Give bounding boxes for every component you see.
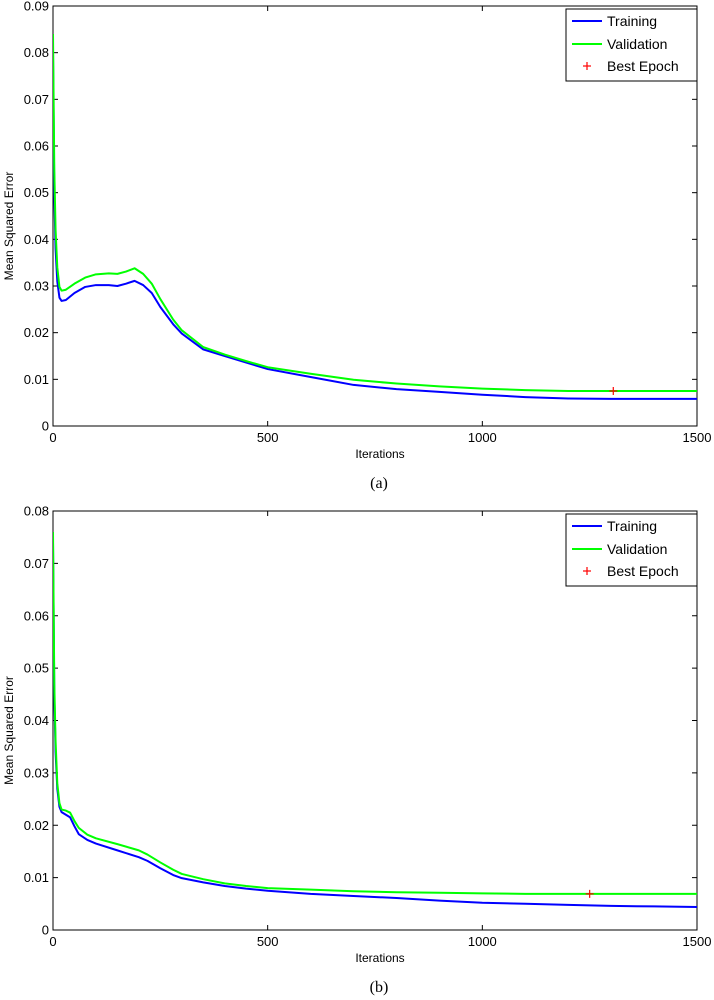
y-tick-label: 0 <box>42 419 49 434</box>
y-tick-label: 0.02 <box>24 818 49 833</box>
y-tick-label: 0.05 <box>24 185 49 200</box>
panel-caption: (a) <box>370 475 388 492</box>
y-axis-label: Mean Squared Error <box>2 676 16 785</box>
chart-panel-a: 0 0.01 0.02 0.03 0.04 0.05 0.06 0.07 0.08 0.09 0 50… <box>2 0 711 492</box>
legend-label-validation: Validation <box>607 36 667 52</box>
y-tick-label: 0.01 <box>24 372 49 387</box>
legend-swatch-best-epoch <box>583 62 591 70</box>
series-line-training <box>53 542 697 908</box>
best-epoch-marker <box>585 889 594 898</box>
legend: Training Validation Best Epoch <box>565 513 698 587</box>
legend-label-training: Training <box>607 518 657 534</box>
y-tick-label: 0.02 <box>24 325 49 340</box>
y-tick-label: 0.03 <box>24 279 49 294</box>
x-tick-label: 1500 <box>683 934 712 949</box>
y-tick-label: 0.03 <box>24 765 49 780</box>
y-tick-label: 0.08 <box>24 504 49 519</box>
y-tick-label: 0.08 <box>24 45 49 60</box>
y-tick-label: 0.06 <box>24 139 49 154</box>
series-line-validation <box>53 33 697 392</box>
x-tick-label: 500 <box>257 934 279 949</box>
x-axis-label: Iterations <box>355 951 404 965</box>
legend-label-best-epoch: Best Epoch <box>607 563 679 579</box>
x-axis-label: Iterations <box>355 447 404 461</box>
y-tick-label: 0.07 <box>24 556 49 571</box>
y-tick-label: 0.07 <box>24 92 49 107</box>
y-tick-label: 0.09 <box>24 0 49 14</box>
series-line-training <box>53 52 697 400</box>
x-tick-label: 0 <box>49 430 56 445</box>
x-tick-label: 1000 <box>468 430 497 445</box>
y-tick-label: 0.04 <box>24 232 49 247</box>
legend-label-validation: Validation <box>607 541 667 557</box>
panel-caption: (b) <box>370 979 389 996</box>
y-tick-label: 0 <box>42 923 49 938</box>
y-tick-label: 0.01 <box>24 870 49 885</box>
x-tick-label: 1000 <box>468 934 497 949</box>
x-tick-label: 0 <box>49 934 56 949</box>
y-tick-label: 0.04 <box>24 713 49 728</box>
x-tick-label: 500 <box>257 430 279 445</box>
y-tick-label: 0.06 <box>24 608 49 623</box>
y-axis-label: Mean Squared Error <box>2 172 16 281</box>
chart-panel-b: 0 0.01 0.02 0.03 0.04 0.05 0.06 0.07 0.08 0 500 100… <box>2 504 711 997</box>
legend-label-best-epoch: Best Epoch <box>607 58 679 74</box>
y-tick-label: 0.05 <box>24 661 49 676</box>
best-epoch-marker <box>609 387 618 395</box>
legend-label-training: Training <box>607 13 657 29</box>
series-line-validation <box>53 531 697 895</box>
legend: Training Validation Best Epoch <box>565 8 698 82</box>
x-tick-label: 1500 <box>683 430 712 445</box>
legend-swatch-best-epoch <box>583 567 591 575</box>
